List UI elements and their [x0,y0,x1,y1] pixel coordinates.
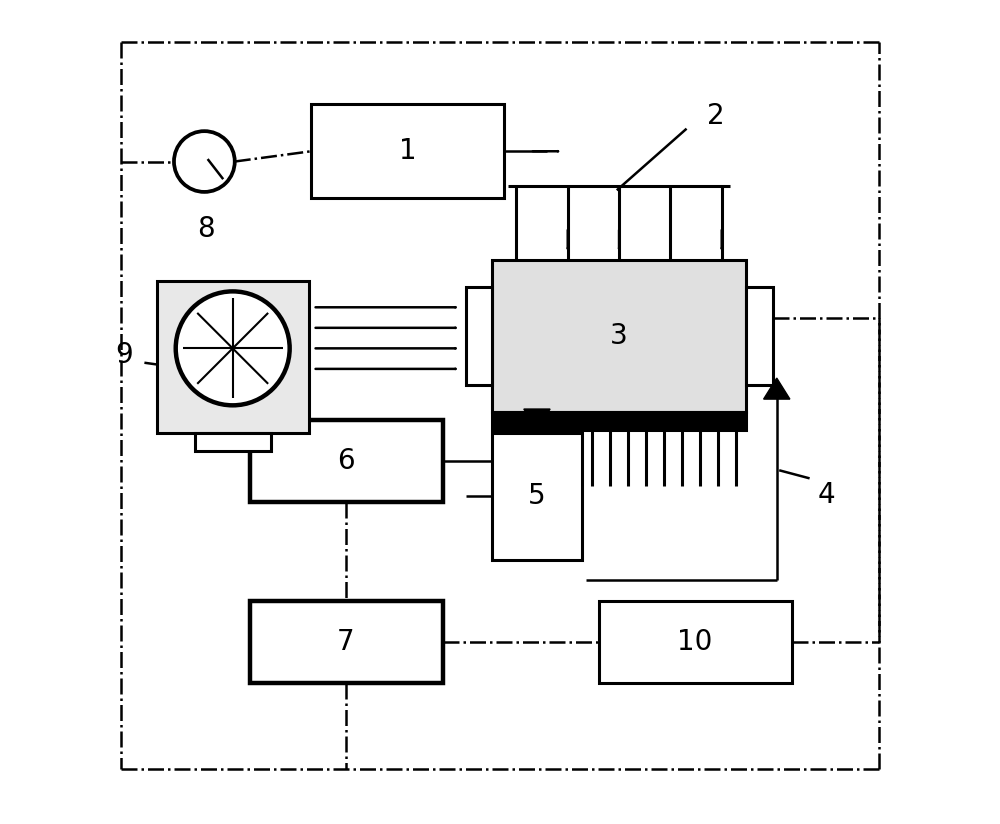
Text: 10: 10 [677,628,713,656]
Text: 1: 1 [399,138,416,166]
Text: 2: 2 [707,102,724,130]
Text: 4: 4 [817,480,835,508]
Polygon shape [524,409,550,430]
Bar [157,281,309,433]
Bar [195,433,271,452]
Bar [746,288,773,385]
Bar [250,601,443,683]
Bar [311,104,504,199]
Bar [466,288,492,385]
Bar [492,260,746,412]
Text: 6: 6 [337,447,355,475]
Bar [250,420,443,503]
Circle shape [176,292,290,405]
Bar [492,412,746,430]
Text: 3: 3 [610,322,628,350]
Bar [492,433,582,559]
Circle shape [174,131,235,192]
Bar [599,601,792,683]
Text: 7: 7 [337,628,355,656]
Polygon shape [764,378,790,399]
Text: 5: 5 [528,482,546,510]
Text: 8: 8 [197,215,215,243]
Text: 9: 9 [115,340,133,368]
